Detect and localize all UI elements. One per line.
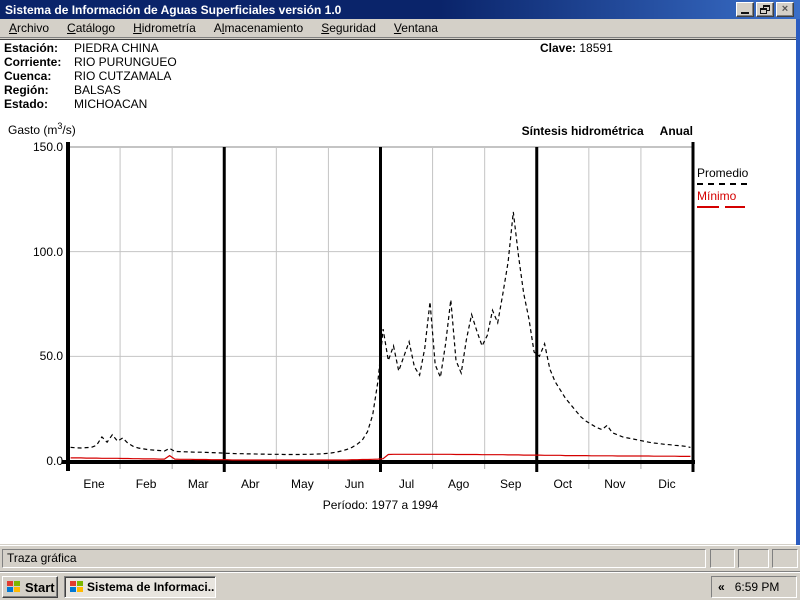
restore-button[interactable] [756, 2, 774, 17]
chart-title: Síntesis hidrométrica Anual [68, 124, 693, 138]
minimize-icon [741, 12, 749, 14]
menu-bar: Archivo Catálogo Hidrometría Almacenamiento… [0, 19, 796, 38]
station-field-value: RIO CUTZAMALA [74, 69, 172, 83]
restore-icon [760, 5, 770, 14]
station-field-label: Región: [4, 83, 49, 97]
month-label-may: May [291, 477, 314, 491]
status-bar: Traza gráfica [0, 545, 800, 570]
station-info: Estación: PIEDRA CHINA Corriente: RIO PURUN… [4, 41, 177, 111]
station-field-label: Corriente: [4, 55, 62, 69]
taskbar-app-label: Sistema de Informaci... [87, 580, 216, 594]
window-right-border [796, 19, 800, 570]
legend-promedio-label: Promedio [697, 166, 749, 180]
chart-title-main: Síntesis hidrométrica [521, 124, 644, 138]
status-panel-3 [738, 549, 769, 568]
y-axis-title: Gasto (m3/s) [8, 121, 76, 137]
month-label-dic: Dic [658, 477, 676, 491]
start-button[interactable]: Start [2, 576, 58, 598]
close-icon: × [781, 3, 789, 15]
station-field-value: RIO PURUNGUEO [74, 55, 177, 69]
station-field-value: MICHOACAN [74, 97, 148, 111]
status-message: Traza gráfica [2, 549, 706, 568]
title-bar: Sistema de Información de Aguas Superfic… [0, 0, 800, 19]
y-tick-label: 0.0 [46, 454, 63, 468]
station-field-label: Estado: [4, 97, 49, 111]
window-controls: × [736, 2, 794, 17]
y-tick-label: 100.0 [32, 244, 63, 259]
y-tick-label: 150.0 [32, 140, 63, 154]
month-label-sep: Sep [500, 477, 522, 491]
legend-promedio-line-sample [697, 183, 747, 185]
window-title: Sistema de Información de Aguas Superfic… [5, 2, 342, 17]
chart-title-period-type: Anual [659, 124, 693, 138]
status-panel-2 [710, 549, 735, 568]
station-field-value: PIEDRA CHINA [74, 41, 159, 55]
station-field-row: Estación: PIEDRA CHINA [4, 41, 177, 55]
minimize-button[interactable] [736, 2, 754, 17]
y-tick-label: 50.0 [39, 349, 63, 364]
month-label-jun: Jun [344, 477, 365, 491]
clave-value: 18591 [579, 41, 613, 55]
legend-minimo-label: Mínimo [697, 189, 737, 203]
station-field-row: Corriente: RIO PURUNGUEO [4, 55, 177, 69]
windows-logo-icon [7, 581, 21, 593]
taskbar: Start Sistema de Informaci... « 6:59 PM [0, 572, 800, 600]
legend-minimo-line-sample [725, 206, 745, 208]
station-field-label: Estación: [4, 41, 59, 55]
period-label: Período: 1977 a 1994 [322, 498, 439, 512]
station-field-row: Región: BALSAS [4, 83, 177, 97]
station-field-label: Cuenca: [4, 69, 52, 83]
station-field-row: Estado: MICHOACAN [4, 97, 177, 111]
menu-item-almacenamiento[interactable]: Almacenamiento [213, 21, 304, 35]
system-tray: « 6:59 PM [711, 576, 797, 598]
menu-item-catalogo[interactable]: Catálogo [67, 21, 116, 35]
menu-item-ventana[interactable]: Ventana [393, 21, 438, 35]
station-field-value: BALSAS [74, 83, 121, 97]
month-label-mar: Mar [187, 477, 209, 491]
month-label-abr: Abr [240, 477, 260, 491]
month-label-oct: Oct [553, 477, 573, 491]
station-field-row: Cuenca: RIO CUTZAMALA [4, 69, 177, 83]
menu-item-hidrometria[interactable]: Hidrometría [133, 21, 196, 35]
month-label-ago: Ago [447, 477, 470, 491]
station-key: Clave: 18591 [540, 41, 613, 55]
status-panel-4 [772, 549, 798, 568]
month-label-feb: Feb [135, 477, 157, 491]
month-label-jul: Jul [398, 477, 415, 491]
month-label-nov: Nov [604, 477, 626, 491]
menu-item-seguridad[interactable]: Seguridad [321, 21, 376, 35]
clave-label: Clave: [540, 41, 577, 55]
taskbar-app-button[interactable]: Sistema de Informaci... [64, 576, 216, 598]
chart-legend: Promedio Mínimo [697, 166, 748, 208]
start-label: Start [25, 579, 55, 595]
legend-minimo-line-sample [697, 206, 719, 208]
menu-item-archivo[interactable]: Archivo [9, 21, 50, 35]
close-button[interactable]: × [776, 2, 794, 17]
client-area [0, 39, 796, 544]
taskbar-clock: 6:59 PM [734, 580, 780, 594]
app-icon [70, 581, 83, 593]
tray-collapse-chevron-icon[interactable]: « [718, 580, 725, 594]
month-label-ene: Ene [83, 477, 105, 491]
